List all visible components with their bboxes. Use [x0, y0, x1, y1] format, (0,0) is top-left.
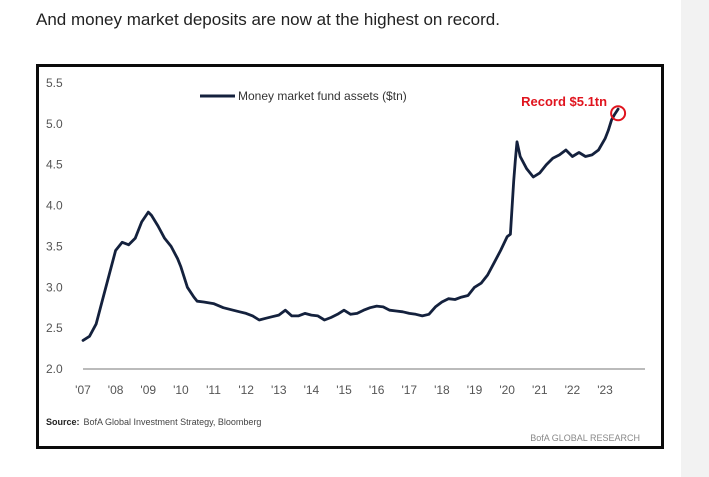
record-marker [610, 105, 627, 122]
x-tick-label: '10 [173, 383, 189, 397]
x-tick-label: '17 [401, 383, 417, 397]
y-tick-label: 3.5 [46, 239, 63, 253]
series-line [81, 107, 620, 342]
source-text: BofA Global Investment Strategy, Bloombe… [84, 417, 262, 427]
y-tick-label: 2.0 [46, 362, 63, 376]
x-tick-label: '23 [597, 383, 613, 397]
x-tick-label: '14 [304, 383, 320, 397]
x-tick-label: '12 [238, 383, 254, 397]
y-axis-ticks: 2.0 2.5 3.0 3.5 4.0 4.5 5.0 5.5 [46, 76, 63, 376]
money-market-chart: 2.0 2.5 3.0 3.5 4.0 4.5 5.0 5.5 '07 '08 '09 '10 '11… [46, 76, 645, 443]
x-tick-label: '11 [206, 383, 221, 397]
y-tick-label: 5.0 [46, 117, 63, 131]
x-tick-label: '21 [532, 383, 548, 397]
x-tick-label: '07 [75, 383, 91, 397]
chart-frame: 2.0 2.5 3.0 3.5 4.0 4.5 5.0 5.5 '07 '08 '09 '10 '11… [36, 64, 664, 449]
x-tick-label: '09 [140, 383, 156, 397]
y-tick-label: 2.5 [46, 321, 63, 335]
legend-label: Money market fund assets ($tn) [238, 89, 407, 103]
x-tick-label: '13 [271, 383, 287, 397]
x-axis-ticks: '07 '08 '09 '10 '11 '12 '13 '14 '15 '16 '17 '18 '19 '… [75, 383, 613, 397]
y-tick-label: 5.5 [46, 76, 63, 90]
post-card: And money market deposits are now at the… [0, 0, 681, 477]
source-note: Source: BofA Global Investment Strategy, … [46, 417, 261, 427]
x-tick-label: '15 [336, 383, 352, 397]
x-tick-label: '20 [499, 383, 515, 397]
x-tick-label: '08 [108, 383, 124, 397]
record-annotation: Record $5.1tn [521, 94, 607, 109]
intro-text: And money market deposits are now at the… [36, 10, 500, 29]
y-tick-label: 4.0 [46, 199, 63, 213]
x-tick-label: '18 [434, 383, 450, 397]
source-label: Source: [46, 417, 80, 427]
x-tick-label: '19 [467, 383, 483, 397]
x-tick-label: '16 [369, 383, 385, 397]
x-tick-label: '22 [565, 383, 581, 397]
y-tick-label: 4.5 [46, 158, 63, 172]
y-tick-label: 3.0 [46, 280, 63, 294]
bofa-credit: BofA GLOBAL RESEARCH [530, 433, 640, 443]
